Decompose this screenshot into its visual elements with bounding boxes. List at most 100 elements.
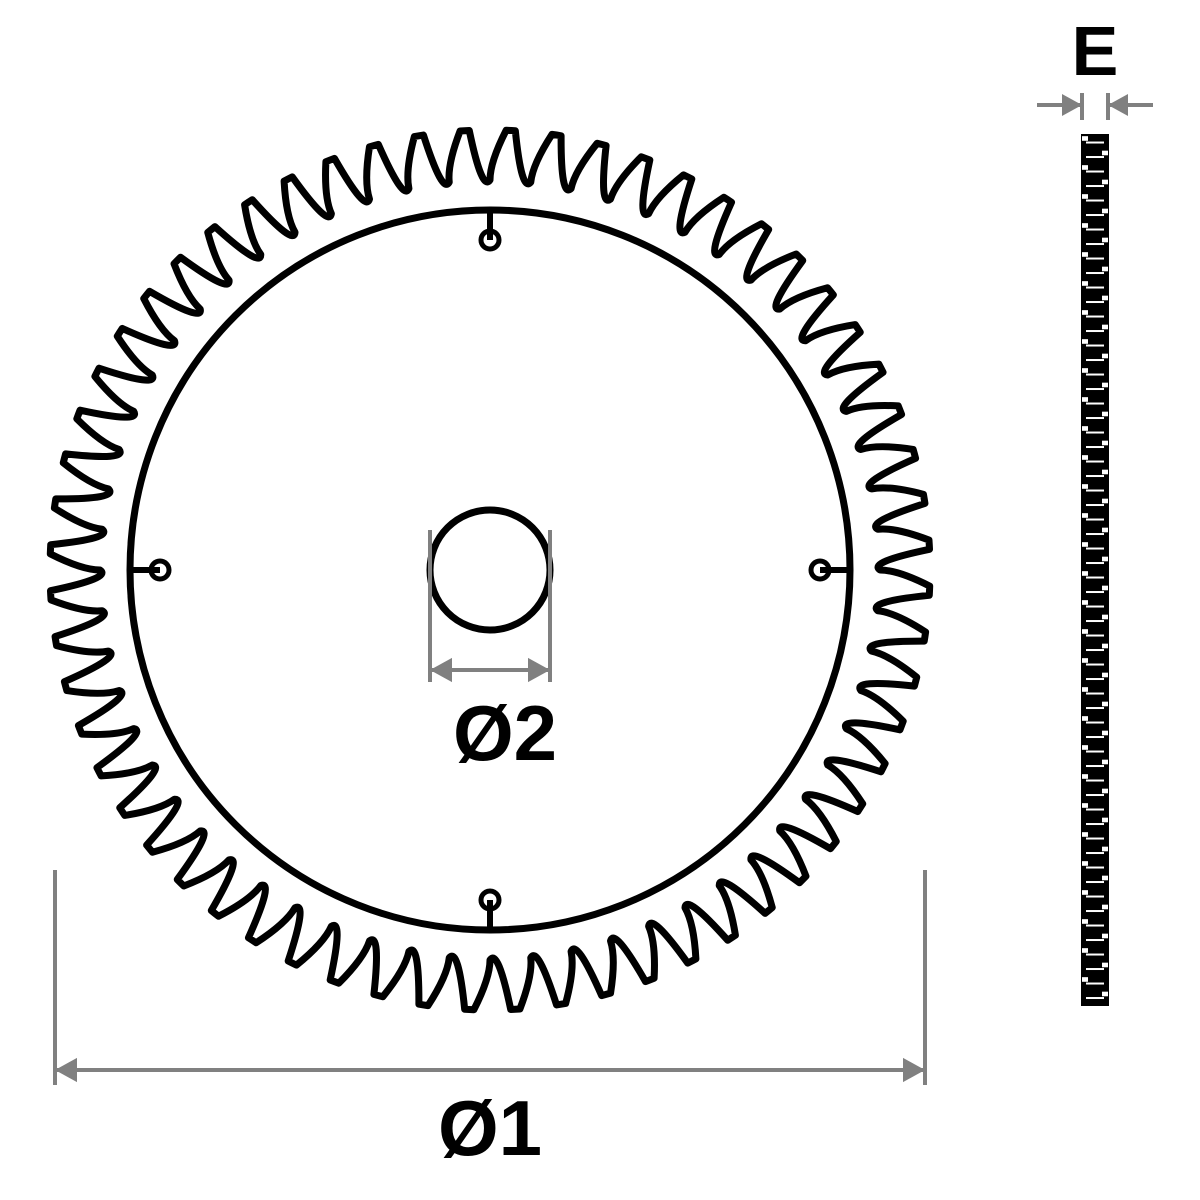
side-view-gap [1086,823,1104,825]
side-view-gap [1086,504,1104,506]
side-view-notch [1102,992,1108,997]
side-view-notch [1102,876,1108,881]
side-view-gap [1086,693,1104,695]
side-view-notch [1082,571,1088,576]
side-view-notch [1082,368,1088,373]
side-view-notch [1102,673,1108,678]
side-view-notch [1082,861,1088,866]
side-view-notch [1102,818,1108,823]
dimension-d2-label: Ø2 [453,689,557,777]
side-view-notch [1082,455,1088,460]
side-view-notch [1102,934,1108,939]
side-view-gap [1086,954,1104,956]
side-view-notch [1102,963,1108,968]
side-view-gap [1086,301,1104,303]
side-view-gap [1086,243,1104,245]
side-view-gap [1086,809,1104,811]
side-view-notch [1102,238,1108,243]
side-view-gap [1086,345,1104,347]
side-view-notch [1082,339,1088,344]
side-view-gap [1086,316,1104,318]
blade-teeth-outline [50,130,929,1009]
side-view-notch [1102,267,1108,272]
side-view-notch [1082,194,1088,199]
side-view-gap [1086,925,1104,927]
side-view-notch [1082,281,1088,286]
side-view-gap [1086,171,1104,173]
side-view-gap [1086,765,1104,767]
side-view-gap [1086,200,1104,202]
side-view-notch [1102,789,1108,794]
arrowhead-icon [903,1058,925,1082]
side-view-gap [1086,461,1104,463]
side-view-notch [1082,919,1088,924]
side-view-notch [1082,223,1088,228]
side-view-notch [1102,557,1108,562]
side-view-body [1082,135,1108,1005]
arrowhead-icon [55,1058,77,1082]
side-view-notch [1082,977,1088,982]
side-view-gap [1086,330,1104,332]
side-view-notch [1082,542,1088,547]
side-view-gap [1086,142,1104,144]
side-view-notch [1102,644,1108,649]
side-view-notch [1082,165,1088,170]
side-view-notch [1082,832,1088,837]
side-view-gap [1086,533,1104,535]
dimension-e-label: E [1072,12,1119,90]
side-view-notch [1102,412,1108,417]
side-view-notch [1102,325,1108,330]
side-view-notch [1102,499,1108,504]
side-view-notch [1082,310,1088,315]
dimension-e: E [1037,12,1153,120]
blade-side-view [1082,135,1108,1005]
side-view-gap [1086,417,1104,419]
side-view-gap [1086,229,1104,231]
side-view-notch [1102,586,1108,591]
side-view-gap [1086,258,1104,260]
side-view-notch [1082,745,1088,750]
side-view-gap [1086,881,1104,883]
saw-blade-diagram: Ø1Ø2E [0,0,1200,1200]
side-view-notch [1082,716,1088,721]
side-view-gap [1086,403,1104,405]
side-view-gap [1086,780,1104,782]
side-view-gap [1086,896,1104,898]
side-view-gap [1086,867,1104,869]
side-view-gap [1086,577,1104,579]
side-view-gap [1086,388,1104,390]
side-view-notch [1082,774,1088,779]
side-view-gap [1086,939,1104,941]
side-view-notch [1102,847,1108,852]
side-view-gap [1086,649,1104,651]
side-view-gap [1086,490,1104,492]
side-view-gap [1086,432,1104,434]
side-view-notch [1102,354,1108,359]
side-view-notch [1102,441,1108,446]
side-view-notch [1102,905,1108,910]
side-view-gap [1086,591,1104,593]
side-view-notch [1082,890,1088,895]
side-view-gap [1086,606,1104,608]
side-view-gap [1086,722,1104,724]
side-view-gap [1086,214,1104,216]
side-view-gap [1086,548,1104,550]
side-view-gap [1086,736,1104,738]
side-view-gap [1086,562,1104,564]
side-view-gap [1086,374,1104,376]
side-view-notch [1102,615,1108,620]
side-view-gap [1086,997,1104,999]
side-view-gap [1086,838,1104,840]
side-view-gap [1086,678,1104,680]
side-view-notch [1102,209,1108,214]
side-view-notch [1102,383,1108,388]
side-view-notch [1082,629,1088,634]
blade-front-view [50,130,929,1009]
side-view-gap [1086,910,1104,912]
side-view-notch [1102,151,1108,156]
side-view-notch [1082,513,1088,518]
side-view-gap [1086,519,1104,521]
side-view-notch [1082,600,1088,605]
side-view-notch [1082,426,1088,431]
side-view-gap [1086,272,1104,274]
